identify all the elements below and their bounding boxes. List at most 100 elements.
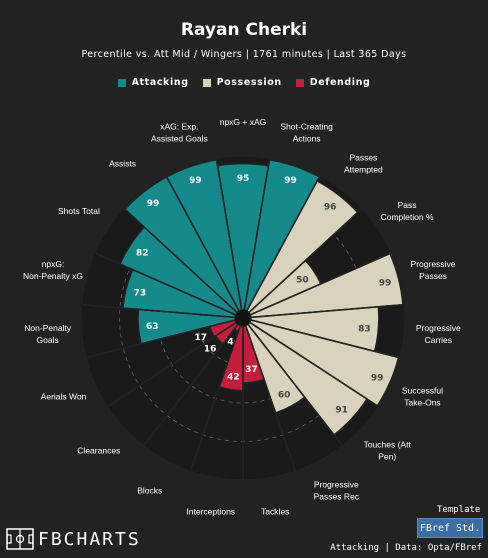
legend-label-attacking: Attacking bbox=[131, 77, 189, 88]
category-label: Pass Completion % bbox=[381, 200, 434, 222]
value-label: 16 bbox=[204, 345, 217, 355]
slice-separator bbox=[243, 158, 271, 311]
category-label: Blocks bbox=[137, 485, 162, 495]
category-label: Assists bbox=[109, 158, 136, 168]
legend-swatch-defending bbox=[295, 78, 304, 87]
category-label-line: Successful bbox=[402, 386, 443, 396]
slice-separator bbox=[81, 303, 236, 319]
category-label-line: Blocks bbox=[137, 485, 162, 495]
category-label-line: Touches (Att bbox=[364, 440, 412, 450]
category-label: npxG: Non-Penalty xG bbox=[23, 259, 83, 281]
legend-swatch-attacking bbox=[117, 78, 126, 87]
value-label: 60 bbox=[278, 390, 291, 400]
slice-separator bbox=[106, 321, 237, 408]
value-label: 83 bbox=[358, 325, 371, 335]
slice-separator bbox=[244, 325, 297, 472]
center-hole bbox=[235, 310, 251, 326]
category-label-line: Attempted bbox=[344, 164, 383, 174]
category-label: Shots Total bbox=[58, 206, 100, 216]
category-label-line: Tackles bbox=[261, 506, 289, 516]
value-label: 42 bbox=[227, 372, 240, 382]
value-label: 73 bbox=[134, 288, 147, 298]
slice-separator bbox=[250, 252, 392, 316]
legend-label-defending: Defending bbox=[309, 77, 371, 88]
category-label-line: Pass bbox=[398, 200, 417, 210]
brand-text: FBCHARTS bbox=[38, 528, 141, 550]
slice-separator bbox=[250, 319, 401, 359]
category-label-line: Take-Ons bbox=[404, 398, 440, 408]
category-label-line: Interceptions bbox=[186, 506, 235, 516]
value-label: 17 bbox=[194, 333, 207, 343]
category-label-line: Pen) bbox=[378, 452, 396, 462]
value-label: 4 bbox=[227, 338, 233, 348]
category-label-line: Actions bbox=[293, 134, 321, 144]
slice-separator bbox=[123, 207, 238, 314]
category-label: Touches (Att Pen) bbox=[364, 440, 412, 462]
category-label-line: Non-Penalty xG bbox=[23, 271, 83, 281]
category-label: Progressive Passes bbox=[411, 259, 456, 281]
category-label-line: Completion % bbox=[381, 212, 434, 222]
legend-swatch-possession bbox=[202, 78, 211, 87]
category-label-line: Progressive bbox=[314, 479, 359, 489]
value-label: 91 bbox=[335, 405, 348, 415]
category-label-line: Progressive bbox=[411, 259, 456, 269]
value-label: 50 bbox=[296, 276, 309, 286]
category-label-line: xAG: Exp. bbox=[160, 122, 198, 132]
category-label-line: npxG: bbox=[42, 259, 65, 269]
category-label: Passes Attempted bbox=[344, 152, 383, 174]
value-label: 99 bbox=[371, 373, 384, 383]
footer-note: Attacking | Data: Opta/FBref bbox=[330, 543, 482, 553]
value-label: 95 bbox=[237, 174, 250, 184]
slice-separator bbox=[247, 323, 344, 447]
category-label-line: Shot-Creating bbox=[280, 122, 333, 132]
category-label: Progressive Carries bbox=[416, 323, 461, 345]
legend-item-defending: Defending bbox=[295, 77, 371, 88]
legend-item-attacking: Attacking bbox=[117, 77, 189, 88]
slice-separator bbox=[165, 175, 240, 312]
value-label: 82 bbox=[136, 249, 149, 259]
category-label-line: Assists bbox=[109, 158, 136, 168]
template-button[interactable]: FBref Std. bbox=[417, 518, 483, 538]
category-label-line: Clearances bbox=[77, 446, 120, 456]
slice-separator bbox=[85, 319, 236, 359]
category-label: Tackles bbox=[261, 506, 289, 516]
slice-separator bbox=[142, 323, 239, 447]
slice-separator bbox=[246, 175, 321, 312]
slice-separator bbox=[94, 252, 236, 316]
category-label-line: npxG + xAG bbox=[220, 117, 267, 127]
value-label: 99 bbox=[189, 176, 202, 186]
slice-separator bbox=[249, 321, 380, 408]
category-label: npxG + xAG bbox=[220, 117, 267, 127]
category-label-line: Aerials Won bbox=[41, 392, 87, 402]
category-label-line: Passes Rec bbox=[314, 491, 360, 501]
category-label: Progressive Passes Rec bbox=[314, 479, 360, 501]
category-label-line: Passes bbox=[419, 271, 447, 281]
category-label-line: Assisted Goals bbox=[151, 134, 208, 144]
template-label: Template bbox=[437, 505, 481, 515]
slice-separator bbox=[189, 325, 242, 472]
category-label: Interceptions bbox=[186, 506, 235, 516]
category-label: Aerials Won bbox=[41, 392, 87, 402]
category-label-line: Progressive bbox=[416, 323, 461, 333]
category-label-line: Goals bbox=[37, 335, 59, 345]
category-label: xAG: Exp. Assisted Goals bbox=[151, 122, 208, 144]
value-label: 63 bbox=[146, 322, 159, 332]
value-label: 99 bbox=[284, 176, 297, 186]
category-label: Non-Penalty Goals bbox=[24, 323, 72, 345]
legend-item-possession: Possession bbox=[202, 77, 282, 88]
category-label-line: Non-Penalty bbox=[24, 323, 72, 333]
slice-separator bbox=[250, 303, 405, 319]
value-label: 96 bbox=[324, 203, 337, 213]
pitch-icon bbox=[6, 528, 34, 550]
category-label-line: Shots Total bbox=[58, 206, 100, 216]
fbcharts-logo: FBCHARTS bbox=[6, 528, 141, 550]
legend-label-possession: Possession bbox=[216, 77, 282, 88]
slice-separator bbox=[215, 158, 243, 311]
value-label: 99 bbox=[379, 279, 392, 289]
chart-title: Rayan Cherki bbox=[180, 20, 308, 40]
value-label: 37 bbox=[245, 365, 258, 375]
legend: Attacking Possession Defending bbox=[0, 77, 488, 88]
category-label: Clearances bbox=[77, 446, 120, 456]
category-label-line: Passes bbox=[349, 152, 377, 162]
